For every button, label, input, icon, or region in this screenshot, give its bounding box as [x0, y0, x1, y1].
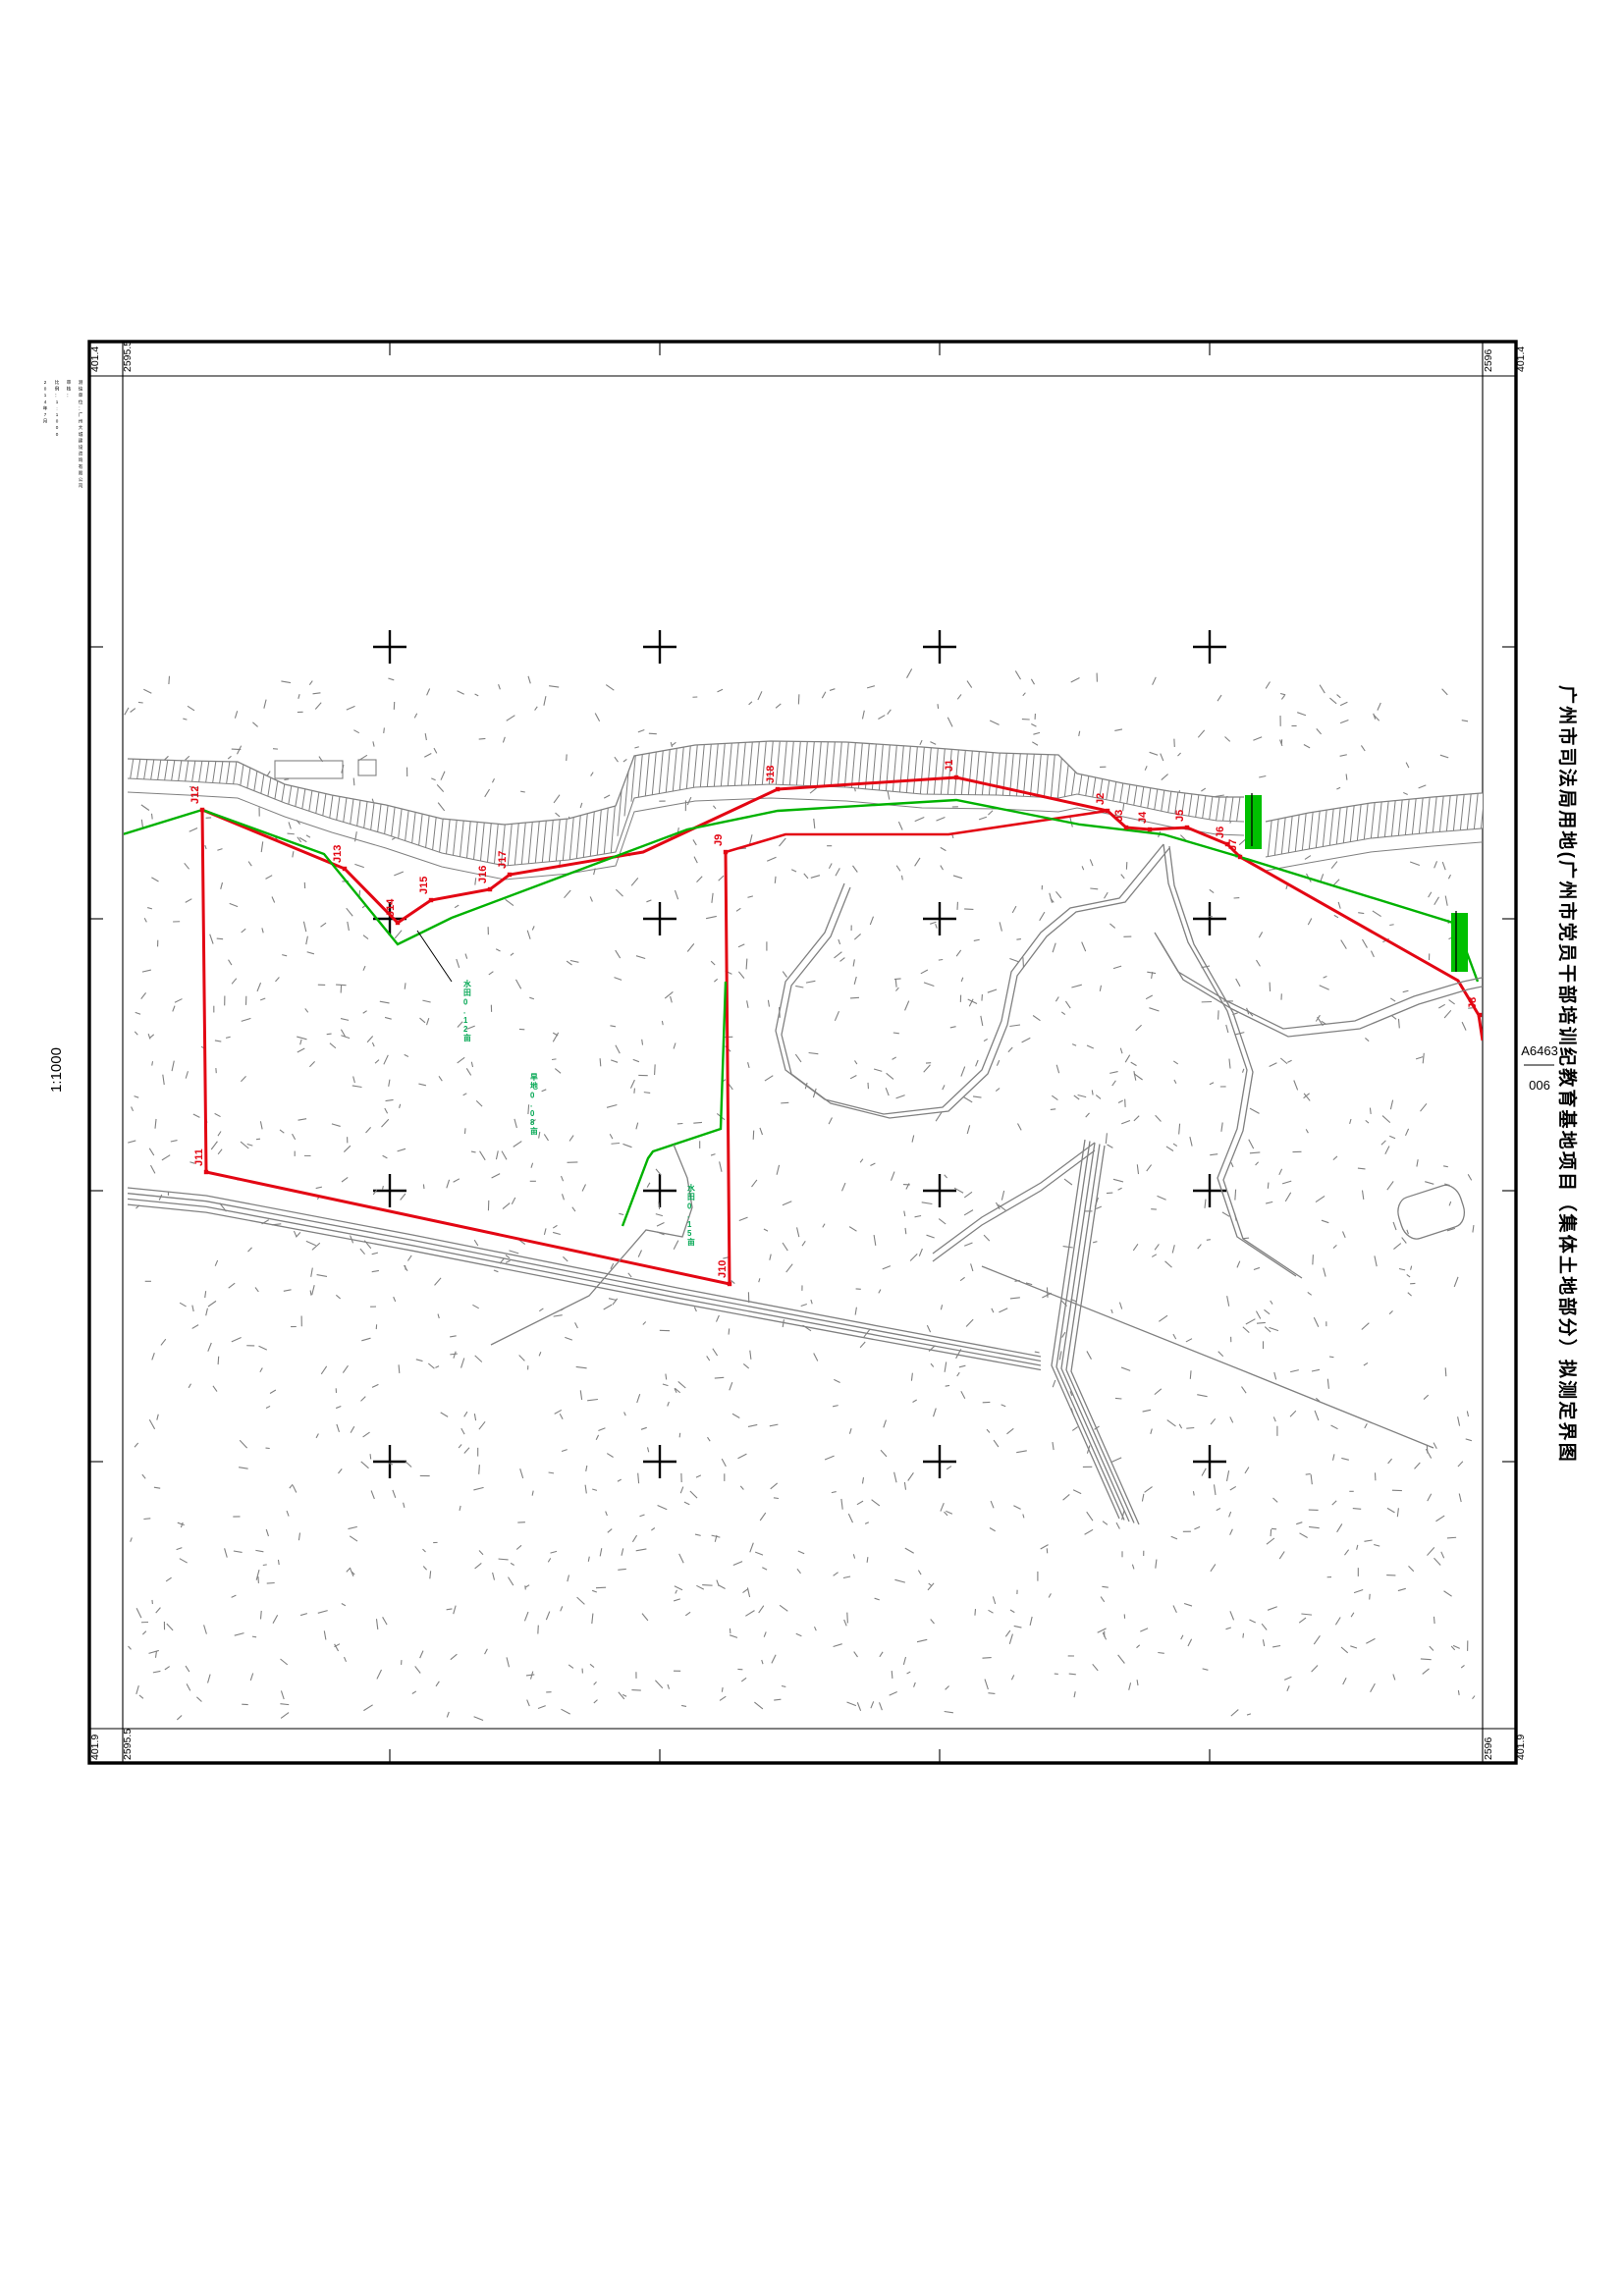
svg-text:审核：: 审核：	[67, 379, 72, 398]
svg-text:401.9: 401.9	[89, 1735, 101, 1760]
svg-text:J2: J2	[1095, 793, 1107, 805]
svg-text:测绘单位：广州大城建设咨询有限公司: 测绘单位：广州大城建设咨询有限公司	[79, 379, 83, 489]
svg-text:J9: J9	[713, 834, 725, 846]
svg-text:J7: J7	[1227, 839, 1239, 851]
svg-text:J14: J14	[385, 898, 397, 917]
svg-text:广州市司法局用地(广州市党员干部培训纪教育基地项目（集体土地: 广州市司法局用地(广州市党员干部培训纪教育基地项目（集体土地部分）拟测定界图	[1556, 685, 1579, 1464]
svg-text:2596: 2596	[1483, 348, 1494, 372]
svg-text:2595.5: 2595.5	[122, 1729, 134, 1760]
svg-text:401.4: 401.4	[89, 347, 101, 372]
svg-text:J3: J3	[1113, 810, 1125, 822]
svg-text:401.4: 401.4	[1515, 347, 1527, 372]
svg-text:401.9: 401.9	[1515, 1735, 1527, 1760]
svg-text:J5: J5	[1174, 810, 1186, 822]
svg-text:1:1000: 1:1000	[48, 1047, 65, 1093]
svg-text:J1: J1	[944, 760, 955, 772]
svg-text:J17: J17	[497, 851, 509, 869]
svg-text:J13: J13	[332, 845, 344, 863]
svg-text:J15: J15	[418, 877, 430, 894]
svg-text:2595.5: 2595.5	[122, 341, 134, 372]
svg-text:A6463: A6463	[1521, 1043, 1558, 1058]
svg-text:2596: 2596	[1483, 1736, 1494, 1760]
svg-text:J4: J4	[1137, 811, 1149, 824]
svg-text:J18: J18	[765, 766, 777, 783]
svg-text:006: 006	[1529, 1078, 1550, 1093]
svg-text:J10: J10	[717, 1260, 729, 1278]
svg-text:J12: J12	[189, 786, 201, 804]
svg-text:J8: J8	[1467, 997, 1479, 1009]
svg-text:J6: J6	[1215, 827, 1226, 838]
svg-text:J11: J11	[193, 1148, 205, 1166]
svg-text:J16: J16	[477, 866, 489, 883]
